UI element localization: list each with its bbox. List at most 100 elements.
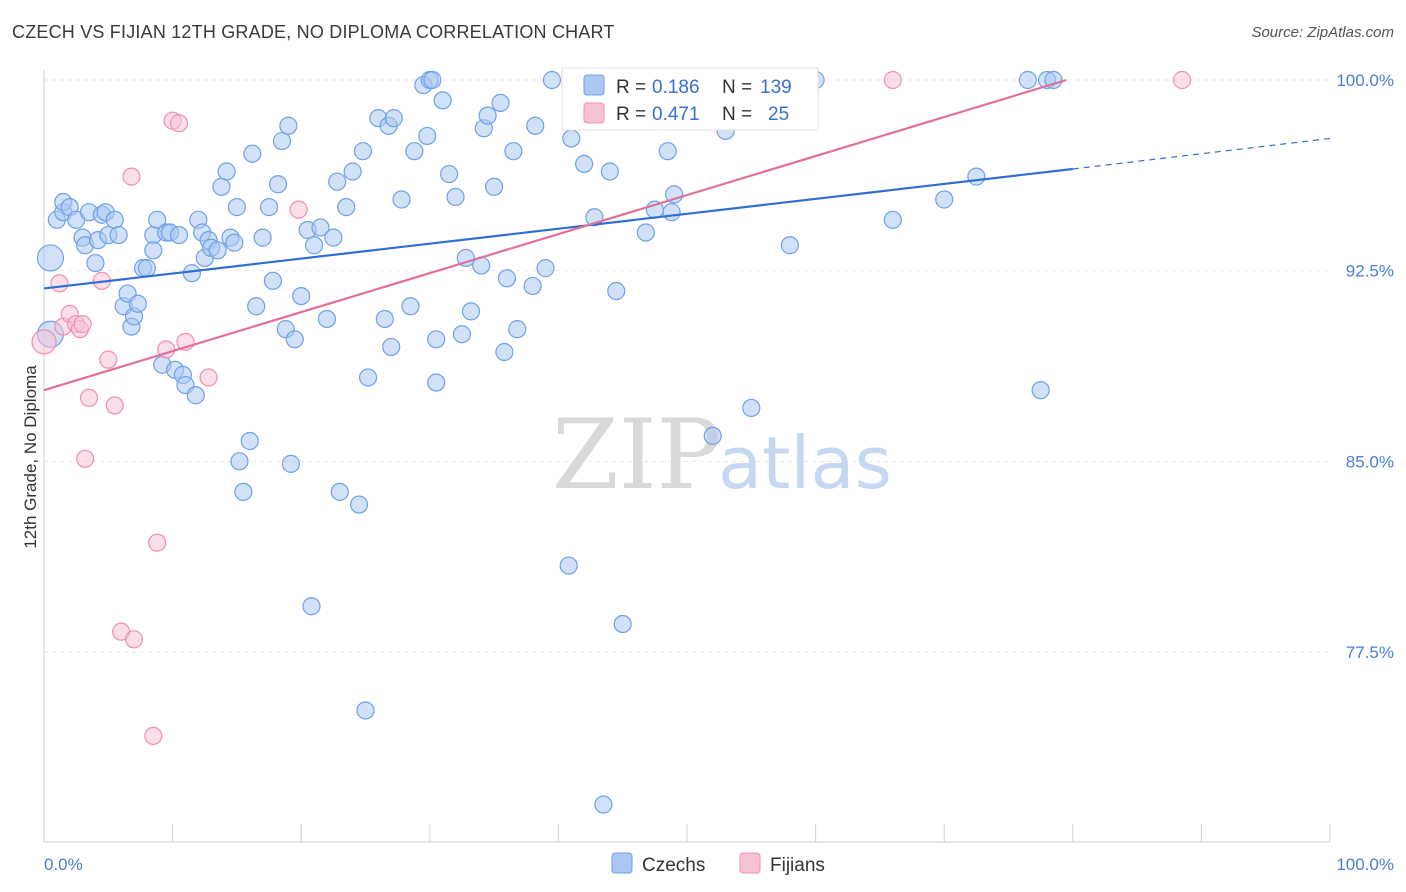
czech-point — [36, 244, 65, 272]
legend-n-value-fijians: 25 — [768, 104, 789, 125]
czech-point — [461, 302, 481, 321]
czech-point — [302, 597, 321, 616]
czech-point — [662, 203, 681, 222]
czech-point — [658, 142, 677, 161]
czech-point — [967, 167, 986, 186]
czech-point — [433, 91, 452, 110]
czech-point — [427, 373, 446, 392]
czech-point — [446, 187, 465, 207]
czech-point — [384, 109, 403, 128]
czech-point — [401, 297, 420, 316]
fijian-point — [289, 200, 308, 219]
czech-point — [504, 142, 523, 161]
y-tick-label: 92.5% — [1346, 262, 1394, 281]
czech-point — [144, 241, 163, 260]
legend-r-label-czechs: R = — [616, 77, 646, 98]
czech-point — [109, 225, 128, 245]
fijian-point — [99, 350, 118, 369]
czech-point — [607, 281, 626, 301]
czech-point — [230, 452, 249, 471]
fijian-point — [122, 167, 141, 186]
chart-title: CZECH VS FIJIAN 12TH GRADE, NO DIPLOMA C… — [12, 22, 615, 42]
stats-legend-box — [561, 67, 819, 131]
fijian-point — [105, 396, 124, 415]
source-label: Source: ZipAtlas.com — [1251, 24, 1394, 41]
czech-point — [375, 309, 394, 329]
czech-point — [343, 162, 362, 181]
x-tick-label-min: 0.0% — [44, 855, 83, 874]
czech-point — [636, 223, 655, 242]
czech-point — [452, 325, 472, 344]
watermark-zip: ZIP — [552, 399, 721, 511]
legend-n-label-czechs: N = — [722, 77, 752, 98]
czech-point — [405, 142, 424, 161]
czech-point — [317, 309, 337, 329]
czech-point — [418, 126, 437, 146]
czech-points — [36, 70, 1063, 814]
trend-lines — [43, 78, 1331, 392]
czech-point — [281, 454, 301, 473]
czech-point — [562, 129, 581, 148]
czech-point — [456, 248, 475, 268]
czech-point — [148, 210, 167, 229]
legend-n-label-fijians: N = — [722, 104, 752, 125]
czech-point — [217, 162, 236, 181]
stats-legend: R = 0.186 N = 139 R = 0.471 N = 25 — [561, 67, 819, 131]
czech-point — [349, 495, 369, 514]
czech-point — [272, 131, 292, 151]
fijian-point — [144, 726, 163, 745]
czech-point — [227, 198, 246, 217]
czech-point — [234, 482, 253, 501]
czech-point — [358, 368, 378, 387]
y-tick-labels: 77.5% 85.0% 92.5% 100.0% — [1336, 71, 1394, 662]
czech-point — [105, 210, 124, 229]
bottom-legend-swatch-fijians — [739, 852, 761, 874]
czech-point — [559, 556, 578, 575]
czech-point — [600, 162, 619, 181]
czech-point — [292, 286, 311, 306]
czech-point — [263, 271, 283, 290]
y-tick-label: 77.5% — [1346, 643, 1394, 662]
fijian-point — [124, 630, 144, 649]
legend-n-value-czechs: 139 — [760, 77, 792, 98]
czech-point — [1031, 381, 1050, 400]
czech-point — [356, 701, 375, 720]
czech-point — [491, 93, 510, 112]
series-legend: Czechs Fijians — [611, 852, 825, 876]
czech-point — [478, 106, 497, 125]
y-tick-label: 85.0% — [1346, 452, 1394, 471]
czech-point — [137, 259, 156, 278]
czech-point — [311, 218, 330, 237]
czech-point — [225, 233, 244, 252]
czech-point — [324, 228, 343, 247]
x-ticks — [43, 824, 1331, 842]
czech-point — [742, 398, 761, 418]
czech-point — [240, 431, 259, 451]
czech-point — [182, 264, 201, 283]
y-axis-title: 12th Grade, No Diploma — [21, 365, 40, 549]
fijian-points — [31, 70, 1192, 745]
czech-point — [259, 198, 279, 217]
czech-point — [575, 154, 594, 173]
czech-point — [86, 253, 105, 273]
legend-r-value-fijians: 0.471 — [652, 104, 700, 125]
fijian-point — [50, 274, 69, 293]
czech-point — [382, 337, 401, 357]
czech-point — [495, 342, 514, 362]
fijian-trend-line — [43, 78, 1067, 392]
czech-point — [523, 276, 542, 296]
czech-point — [330, 482, 349, 501]
czech-point — [1018, 70, 1037, 90]
fijian-point — [169, 114, 189, 133]
czech-point — [613, 614, 632, 634]
fijian-point — [1173, 70, 1192, 90]
czech-point — [497, 269, 517, 288]
czech-point — [128, 294, 147, 313]
czech-point — [268, 175, 288, 194]
czech-point — [212, 177, 231, 196]
czech-point — [392, 190, 411, 209]
czech-point — [935, 190, 954, 209]
czech-point — [780, 236, 799, 255]
czech-point — [542, 70, 562, 90]
legend-swatch-czechs — [583, 74, 605, 96]
